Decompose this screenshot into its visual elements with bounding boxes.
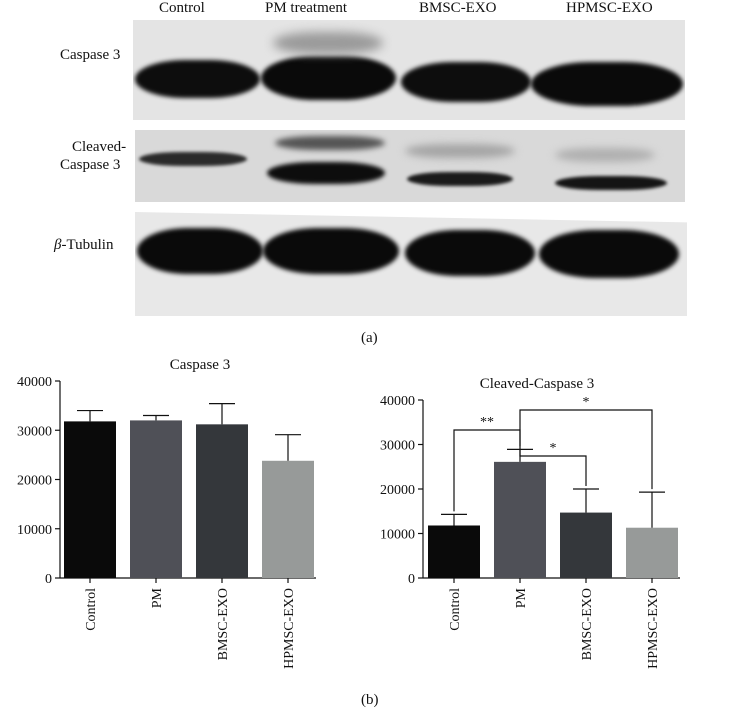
row-label-tubulin: β-Tubulin (54, 236, 113, 254)
band-tubulin-bmsc (405, 230, 535, 276)
x-tick-label: BMSC-EXO (216, 588, 231, 660)
x-tick-label: PM (150, 587, 165, 608)
band-caspase3-bmsc (401, 62, 531, 102)
significance-label: * (550, 441, 557, 456)
blot-caspase3 (133, 20, 685, 120)
row-label-cleaved-line2: Caspase 3 (60, 157, 121, 173)
band-cleaved-pm (267, 162, 385, 184)
beta-symbol: β (54, 237, 62, 253)
lane-label-bmsc-exo: BMSC-EXO (419, 0, 497, 16)
x-tick-label: Control (84, 588, 99, 631)
y-tick-label: 40000 (17, 375, 52, 390)
y-tick-label: 10000 (380, 528, 415, 543)
bar (560, 512, 612, 578)
band-cleaved-bmsc-upper (405, 144, 515, 158)
y-tick-label: 0 (408, 572, 415, 587)
sublabel-b: (b) (361, 692, 379, 708)
band-cleaved-hpmsc-upper (555, 148, 655, 162)
chart-title: Cleaved-Caspase 3 (480, 376, 595, 392)
band-cleaved-pm-upper (275, 136, 385, 150)
band-caspase3-pm (261, 56, 396, 100)
y-tick-label: 0 (45, 572, 52, 587)
y-tick-label: 30000 (380, 439, 415, 454)
lane-label-hpmsc-exo: HPMSC-EXO (566, 0, 653, 16)
tubulin-text: -Tubulin (61, 237, 114, 253)
blot-cleaved-caspase3 (135, 130, 685, 202)
band-cleaved-control (139, 152, 247, 166)
band-caspase3-hpmsc (531, 62, 683, 106)
blot-tubulin (135, 212, 687, 316)
row-label-caspase3: Caspase 3 (60, 47, 121, 63)
chart-title: Caspase 3 (170, 357, 230, 373)
y-tick-label: 20000 (380, 483, 415, 498)
significance-label: * (583, 395, 590, 410)
significance-bracket (519, 409, 653, 490)
band-caspase3-pm-smear (273, 32, 383, 54)
bar (494, 461, 546, 578)
bar (64, 421, 116, 578)
significance-label: ** (480, 415, 494, 430)
bar (262, 460, 314, 578)
band-tubulin-hpmsc (539, 230, 679, 278)
band-cleaved-hpmsc (555, 176, 667, 190)
x-tick-label: HPMSC-EXO (282, 588, 297, 669)
x-tick-label: Control (448, 588, 463, 631)
bar (626, 527, 678, 578)
x-tick-label: BMSC-EXO (580, 588, 595, 660)
y-tick-label: 30000 (17, 424, 52, 439)
x-tick-label: HPMSC-EXO (646, 588, 661, 669)
panel-b-charts: Caspase 3 0 10000 20000 30000 40000 Control PM B… (17, 357, 680, 669)
lane-label-control: Control (159, 0, 205, 16)
bar (428, 525, 480, 578)
band-caspase3-control (135, 60, 260, 98)
band-tubulin-control (137, 228, 263, 274)
x-tick-label: PM (514, 587, 529, 608)
y-tick-label: 40000 (380, 394, 415, 409)
significance-bracket (519, 446, 587, 486)
lane-label-pm-treatment: PM treatment (265, 0, 348, 16)
y-tick-label: 20000 (17, 474, 52, 489)
y-tick-label: 10000 (17, 523, 52, 538)
band-tubulin-pm (263, 228, 399, 274)
row-label-cleaved-line1: Cleaved- (72, 139, 127, 155)
sublabel-a: (a) (361, 330, 378, 346)
bar (196, 424, 248, 578)
band-cleaved-bmsc (407, 172, 513, 186)
bar (130, 420, 182, 578)
